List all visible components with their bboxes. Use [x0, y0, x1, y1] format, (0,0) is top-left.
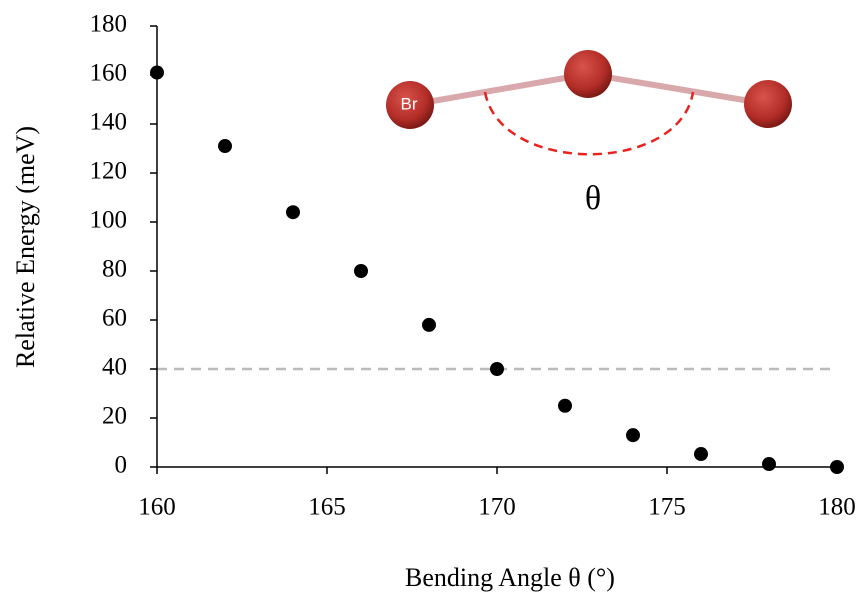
y-tick-label: 0	[115, 452, 128, 479]
y-tick-label: 140	[90, 109, 128, 136]
x-axis-title: Bending Angle θ (°)	[405, 563, 615, 592]
atom-label: Br	[401, 94, 418, 113]
data-point	[762, 457, 776, 472]
molecule-inset: Br θ	[386, 50, 792, 217]
data-point	[218, 139, 232, 154]
y-tick-label: 80	[102, 256, 127, 283]
data-point	[150, 65, 164, 80]
atom	[386, 81, 434, 129]
data-point	[354, 264, 368, 278]
atom	[564, 50, 612, 98]
y-tick-label: 100	[90, 207, 128, 234]
data-point	[558, 398, 572, 413]
data-point	[694, 447, 708, 462]
y-tick-label: 160	[90, 60, 128, 87]
y-tick-label: 180	[90, 11, 128, 38]
x-tick-label: 180	[818, 494, 856, 521]
y-tick-label: 120	[90, 158, 128, 185]
data-point	[626, 428, 640, 443]
data-point	[490, 362, 504, 376]
bond	[587, 71, 769, 107]
data-point	[286, 205, 300, 220]
bond	[409, 71, 589, 108]
y-tick-label: 20	[102, 403, 127, 430]
y-tick-label: 40	[102, 354, 127, 381]
y-tick-label: 60	[102, 305, 127, 332]
angle-arc	[483, 91, 695, 156]
data-point	[422, 317, 436, 332]
x-tick-label: 165	[308, 494, 346, 521]
x-tick-label: 170	[478, 494, 516, 521]
data-point	[830, 460, 844, 474]
angle-label: θ	[585, 180, 601, 217]
x-tick-label: 160	[138, 494, 176, 521]
x-tick-label: 175	[648, 494, 686, 521]
y-axis-title: Relative Energy (meV)	[11, 126, 40, 368]
atom	[744, 80, 792, 128]
